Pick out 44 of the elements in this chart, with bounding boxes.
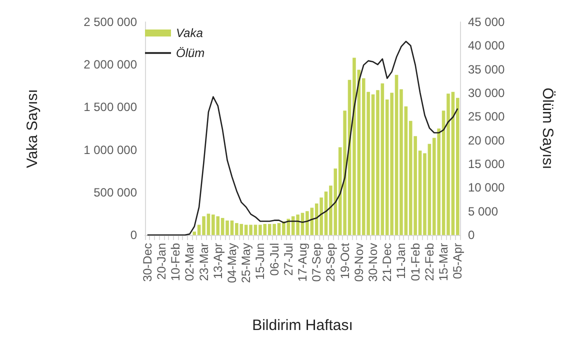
y-tick-label: 2 000 000: [84, 58, 138, 72]
x-tick-label: 07-Sep: [310, 242, 324, 282]
x-tick-label: 23-Mar: [196, 243, 211, 282]
x-tick-label: 28-Sep: [324, 242, 338, 282]
x-tick-label: 20-Jan: [154, 243, 168, 280]
x-tick-label: 09-Nov: [352, 243, 366, 282]
x-tick-label: 27-Jul: [281, 243, 296, 276]
x-tick-label: 30-Nov: [366, 243, 380, 282]
y2-tick-label: 5 000: [468, 204, 498, 218]
x-tick-label: 02-Mar: [182, 243, 197, 282]
x-tick-label: 19-Oct: [338, 242, 352, 280]
y-tick-label: 2 500 000: [84, 15, 138, 29]
x-tick-label: 04-May: [224, 243, 239, 284]
x-tick-label: 22-Feb: [422, 242, 436, 282]
y2-tick-label: 30 000: [468, 86, 506, 100]
y-tick-label: 1 000 000: [84, 142, 138, 157]
y2-tick-label: 45 000: [468, 15, 506, 29]
x-tick-label: 13-Apr: [210, 243, 225, 280]
x-tick-label: 01-Feb: [408, 242, 422, 282]
y2-tick-label: 40 000: [468, 38, 506, 53]
x-axis-title: Bildirim Haftası: [252, 317, 353, 334]
y2-tick-label: 0: [468, 228, 475, 242]
x-tick-label: 05-Apr: [450, 243, 465, 280]
x-tick-label: 15-Jun: [253, 243, 268, 280]
y2-tick-label: 20 000: [468, 133, 506, 148]
x-tick-label: 25-May: [239, 243, 254, 284]
legend-label: Ölüm: [176, 46, 205, 60]
y2-tick-label: 35 000: [468, 62, 506, 76]
x-tick-label: 11-Jan: [394, 243, 408, 279]
y2-tick-label: 10 000: [468, 180, 506, 195]
x-tick-label: 21-Dec: [380, 243, 394, 282]
y2-axis-title: Ölüm Sayısı: [539, 88, 556, 170]
y-tick-label: 1 500 000: [84, 100, 138, 114]
y2-tick-label: 15 000: [468, 157, 506, 171]
y-axis-title: Vaka Sayısı: [24, 89, 41, 168]
x-tick-label: 30-Dec: [140, 243, 154, 282]
y-tick-label: 500 000: [94, 185, 138, 200]
x-tick-label: 06-Jul: [267, 243, 282, 276]
y-tick-label: 0: [130, 228, 138, 242]
y2-tick-label: 25 000: [468, 110, 506, 124]
x-tick-label: 10-Feb: [168, 242, 183, 282]
x-tick-label: 17-Aug: [296, 243, 310, 282]
x-tick-label: 15-Mar: [436, 243, 451, 282]
legend-label: Vaka: [176, 26, 204, 40]
